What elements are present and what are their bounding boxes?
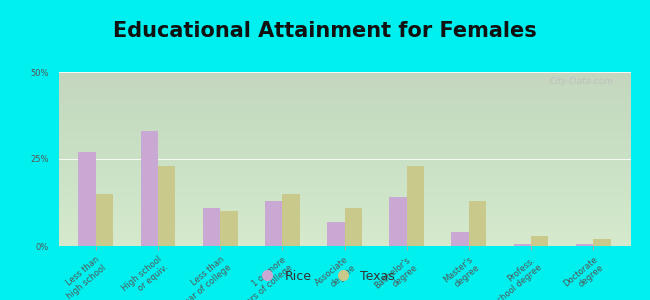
Bar [576,244,593,246]
Bar [327,222,344,246]
Bar [469,201,486,246]
Bar [514,244,531,246]
Bar [96,194,113,246]
Bar [452,232,469,246]
Bar [79,152,96,246]
Bar [220,211,237,246]
Bar [531,236,549,246]
Text: Educational Attainment for Females: Educational Attainment for Females [113,21,537,41]
Bar [389,197,407,246]
Bar [158,166,176,246]
Bar [282,194,300,246]
Bar [265,201,282,246]
Bar [407,166,424,246]
Bar [203,208,220,246]
Text: City-Data.com: City-Data.com [549,77,614,86]
Bar [344,208,362,246]
Legend: Rice, Texas: Rice, Texas [250,265,400,288]
Bar [593,239,610,246]
Bar [140,131,158,246]
